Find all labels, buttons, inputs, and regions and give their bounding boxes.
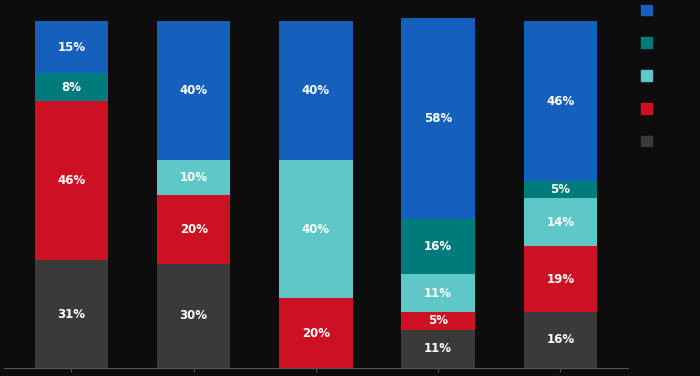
Text: 8%: 8% bbox=[62, 81, 81, 94]
Bar bbox=[401, 18, 475, 219]
Legend: , , , , : , , , , bbox=[640, 4, 654, 149]
Text: 11%: 11% bbox=[424, 287, 452, 300]
Text: 11%: 11% bbox=[424, 342, 452, 355]
Bar bbox=[401, 274, 475, 312]
Bar bbox=[35, 101, 108, 260]
Bar bbox=[401, 330, 475, 368]
Text: 31%: 31% bbox=[57, 308, 85, 320]
Bar bbox=[35, 260, 108, 368]
Bar bbox=[524, 181, 597, 198]
Text: 40%: 40% bbox=[302, 223, 330, 236]
Text: 19%: 19% bbox=[546, 273, 575, 286]
Text: 20%: 20% bbox=[180, 223, 208, 236]
Bar bbox=[524, 198, 597, 247]
Text: 46%: 46% bbox=[57, 174, 85, 187]
Text: 10%: 10% bbox=[180, 171, 208, 184]
Bar bbox=[157, 264, 230, 368]
Text: 30%: 30% bbox=[180, 309, 208, 322]
Text: 46%: 46% bbox=[546, 95, 575, 108]
Bar bbox=[157, 194, 230, 264]
Bar bbox=[35, 21, 108, 73]
Bar bbox=[401, 312, 475, 330]
Bar bbox=[157, 21, 230, 160]
Bar bbox=[524, 21, 597, 181]
Bar bbox=[279, 299, 353, 368]
Text: 5%: 5% bbox=[428, 314, 448, 327]
Bar bbox=[279, 160, 353, 299]
Bar bbox=[157, 160, 230, 194]
Text: 40%: 40% bbox=[302, 84, 330, 97]
Text: 14%: 14% bbox=[546, 216, 575, 229]
Text: 20%: 20% bbox=[302, 326, 330, 340]
Bar bbox=[524, 247, 597, 312]
Text: 58%: 58% bbox=[424, 112, 452, 125]
Bar bbox=[35, 73, 108, 101]
Text: 15%: 15% bbox=[57, 41, 85, 54]
Bar bbox=[524, 312, 597, 368]
Bar bbox=[279, 21, 353, 160]
Text: 16%: 16% bbox=[546, 334, 575, 346]
Text: 40%: 40% bbox=[180, 84, 208, 97]
Bar bbox=[401, 219, 475, 274]
Text: 5%: 5% bbox=[550, 183, 570, 196]
Text: 16%: 16% bbox=[424, 240, 452, 253]
